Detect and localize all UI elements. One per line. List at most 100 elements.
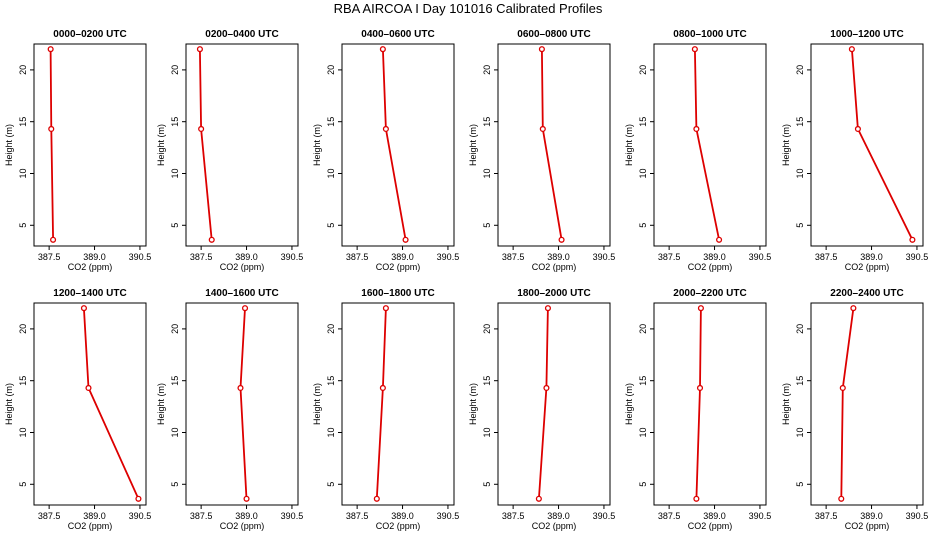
y-tick-label: 10: [638, 427, 648, 437]
profile-panel: 0000–0200 UTC 387.5 389.0 390.5 5 10 15 20 CO2 (…: [4, 29, 151, 272]
y-axis-label: Height (m): [156, 383, 166, 425]
x-tick-label: 389.0: [860, 252, 883, 262]
profile-panel: 2200–2400 UTC 387.5 389.0 390.5 5 10 15 20 CO2 (…: [781, 288, 928, 531]
profile-line: [695, 308, 702, 499]
x-tick-label: 387.5: [38, 252, 61, 262]
profile-line: [851, 49, 914, 241]
y-axis-label: Height (m): [312, 124, 322, 166]
y-tick-label: 10: [326, 168, 336, 178]
data-point: [539, 125, 546, 132]
profile-panel: 1600–1800 UTC 387.5 389.0 390.5 5 10 15 20 CO2 (…: [312, 288, 459, 531]
x-axis-label: CO2 (ppm): [220, 521, 265, 531]
data-point: [196, 46, 203, 53]
y-tick-label: 15: [326, 376, 336, 386]
y-tick-label: 20: [18, 65, 28, 75]
y-tick-label: 10: [482, 427, 492, 437]
data-point: [47, 46, 54, 53]
data-point: [50, 236, 57, 243]
x-tick-label: 389.0: [547, 252, 570, 262]
x-tick-label: 387.5: [502, 252, 525, 262]
y-tick-label: 10: [482, 168, 492, 178]
x-axis-label: CO2 (ppm): [532, 262, 577, 272]
y-tick-label: 20: [638, 324, 648, 334]
x-axis-label: CO2 (ppm): [68, 262, 113, 272]
y-tick-label: 5: [482, 482, 492, 487]
data-point: [48, 125, 55, 132]
x-axis-label: CO2 (ppm): [68, 521, 113, 531]
x-tick-label: 387.5: [190, 511, 213, 521]
x-tick-label: 387.5: [815, 511, 838, 521]
data-point: [543, 384, 550, 391]
y-tick-label: 10: [638, 168, 648, 178]
y-tick-label: 10: [170, 427, 180, 437]
x-tick-label: 390.5: [129, 511, 152, 521]
data-point: [696, 384, 704, 391]
x-axis-label: CO2 (ppm): [376, 521, 421, 531]
profile-panel: 2000–2200 UTC 387.5 389.0 390.5 5 10 15 20 CO2 (…: [624, 288, 771, 531]
x-tick-label: 390.5: [593, 252, 616, 262]
x-tick-label: 390.5: [749, 511, 772, 521]
y-tick-label: 15: [638, 376, 648, 386]
x-tick-label: 390.5: [437, 252, 460, 262]
profile-panel: 1000–1200 UTC 387.5 389.0 390.5 5 10 15 20 CO2 (…: [781, 29, 928, 272]
y-tick-label: 10: [795, 427, 805, 437]
y-tick-label: 5: [18, 482, 28, 487]
x-axis-label: CO2 (ppm): [688, 521, 733, 531]
y-tick-label: 15: [170, 117, 180, 127]
y-axis-label: Height (m): [468, 124, 478, 166]
y-axis-label: Height (m): [781, 124, 791, 166]
panel-title: 2000–2200 UTC: [673, 288, 746, 299]
x-tick-label: 389.0: [235, 252, 258, 262]
data-point: [382, 305, 389, 312]
data-point: [909, 236, 916, 243]
y-tick-label: 15: [638, 117, 648, 127]
panel-title: 2200–2400 UTC: [830, 288, 903, 299]
profile-line: [538, 308, 549, 499]
y-tick-label: 15: [18, 376, 28, 386]
x-tick-label: 389.0: [391, 511, 414, 521]
y-tick-label: 10: [18, 168, 28, 178]
y-axis-label: Height (m): [624, 383, 634, 425]
data-point: [838, 495, 845, 502]
y-tick-label: 20: [638, 65, 648, 75]
data-point: [243, 495, 250, 502]
y-tick-label: 5: [795, 223, 805, 228]
profile-panel: 1400–1600 UTC 387.5 389.0 390.5 5 10 15 20 CO2 (…: [156, 288, 303, 531]
data-point: [697, 305, 704, 312]
panel-title: 1600–1800 UTC: [361, 288, 434, 299]
y-axis-label: Height (m): [156, 124, 166, 166]
y-tick-label: 10: [795, 168, 805, 178]
y-tick-label: 5: [326, 482, 336, 487]
y-tick-label: 15: [482, 117, 492, 127]
y-tick-label: 15: [795, 376, 805, 386]
panel-title: 1800–2000 UTC: [517, 288, 590, 299]
x-tick-label: 390.5: [129, 252, 152, 262]
x-tick-label: 390.5: [437, 511, 460, 521]
x-axis-label: CO2 (ppm): [532, 521, 577, 531]
plot-frame: [341, 43, 455, 247]
panel-title: 0600–0800 UTC: [517, 29, 590, 40]
profile-line: [375, 308, 387, 499]
y-axis-label: Height (m): [312, 383, 322, 425]
profile-line: [83, 308, 140, 500]
plot-frame: [33, 302, 147, 506]
data-point: [716, 236, 723, 243]
y-tick-label: 5: [638, 482, 648, 487]
x-tick-label: 389.0: [235, 511, 258, 521]
data-point: [558, 236, 565, 243]
profile-line: [382, 49, 407, 240]
x-tick-label: 387.5: [658, 252, 681, 262]
profile-line: [840, 308, 855, 499]
x-tick-label: 389.0: [703, 511, 726, 521]
x-tick-label: 389.0: [391, 252, 414, 262]
plot-frame: [653, 43, 767, 247]
x-axis-label: CO2 (ppm): [220, 262, 265, 272]
panel-title: 1400–1600 UTC: [205, 288, 278, 299]
panel-title: 0200–0400 UTC: [205, 29, 278, 40]
data-point: [693, 125, 700, 132]
y-axis-label: Height (m): [4, 383, 14, 425]
x-tick-label: 387.5: [346, 511, 369, 521]
data-point: [135, 495, 142, 502]
data-point: [848, 46, 855, 53]
